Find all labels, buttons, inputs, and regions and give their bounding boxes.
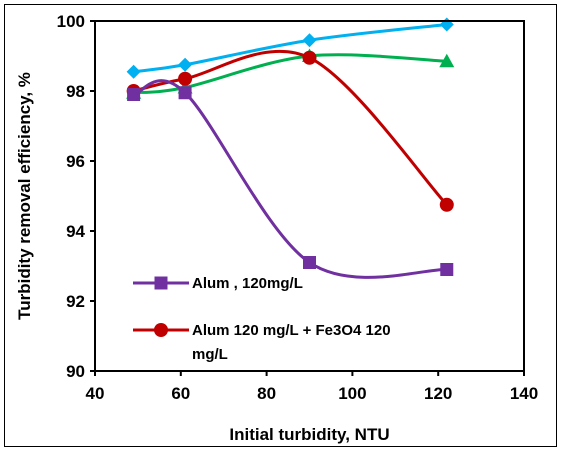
legend-label: Alum , 120mg/L (192, 275, 303, 292)
series-line-square (133, 79, 447, 279)
plot-area-border (94, 20, 525, 372)
y-axis-title: Turbidity removal efficiency, % (15, 72, 34, 320)
legend-item-square: Alum , 120mg/L (133, 275, 303, 292)
series-line-triangle (133, 53, 447, 95)
data-point-diamond (302, 33, 317, 48)
y-tick-label: 96 (66, 152, 85, 171)
y-tick-label: 90 (66, 362, 85, 381)
x-axis-title: Initial turbidity, NTU (229, 425, 389, 444)
series-diamond (126, 17, 454, 79)
series-circle (126, 49, 454, 212)
data-point-square (127, 88, 141, 101)
legend-label: Alum 120 mg/L + Fe3O4 120 (192, 322, 391, 339)
series-square (127, 79, 454, 279)
data-point-circle (439, 197, 454, 212)
x-tick-label: 100 (338, 384, 366, 403)
legend-item-circle: Alum 120 mg/L + Fe3O4 120 mg/L (133, 322, 391, 363)
series-line-circle (133, 49, 448, 206)
y-tick-label: 100 (57, 12, 85, 31)
legend: Alum , 120mg/L Alum 120 mg/L + Fe3O4 120 m… (133, 275, 391, 363)
data-point-square (303, 256, 316, 269)
x-tick-label: 60 (171, 384, 190, 403)
data-point-diamond (439, 17, 454, 32)
data-point-diamond (178, 57, 193, 72)
data-point-square (440, 263, 454, 276)
data-point-square (154, 276, 168, 290)
data-point-circle (302, 50, 317, 65)
x-tick-label: 140 (510, 384, 538, 403)
data-point-circle (154, 323, 168, 337)
data-point-triangle (439, 53, 455, 68)
axis-layer: 40 60 80 100 120 140 90 92 94 96 98 100 Initial turb… (15, 12, 538, 444)
x-tick-label: 40 (86, 384, 105, 403)
legend-label: mg/L (192, 346, 228, 363)
y-tick-label: 94 (66, 222, 85, 241)
x-tick-label: 120 (424, 384, 452, 403)
data-point-square (178, 86, 192, 100)
y-tick-label: 92 (66, 292, 85, 311)
series-triangle (126, 48, 455, 99)
chart-frame (4, 4, 557, 447)
x-tick-label: 80 (257, 384, 276, 403)
y-tick-label: 98 (66, 82, 85, 101)
data-point-diamond (126, 64, 141, 79)
plot-layer (126, 17, 455, 279)
series-line-diamond (133, 23, 447, 74)
data-point-circle (178, 71, 193, 86)
